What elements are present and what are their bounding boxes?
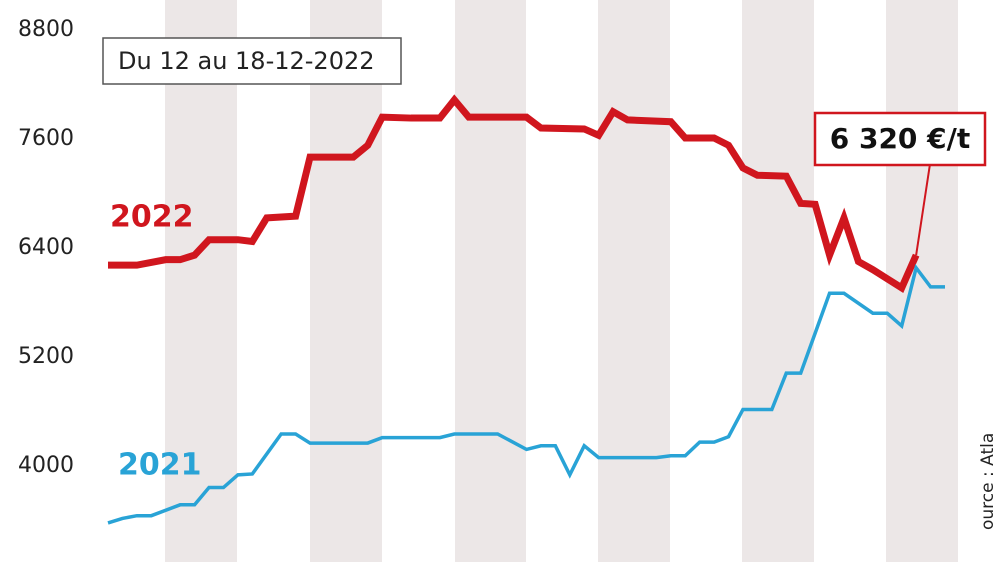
line-2022: [108, 94, 920, 293]
series-label: 2021: [118, 448, 202, 483]
stripe: [310, 0, 382, 562]
subtitle: Du 12 au 18-12-2022: [118, 47, 375, 75]
stripe: [886, 0, 958, 562]
series-label: 2022: [110, 200, 194, 235]
y-tick-label: 4000: [18, 453, 74, 478]
annotation-box: [813, 111, 987, 167]
subtitle-box: [102, 37, 402, 85]
annotation: 6 320 €/t: [830, 122, 971, 155]
stripe: [455, 0, 526, 562]
y-tick-label: 6400: [18, 235, 74, 260]
week-stripes: [165, 0, 958, 562]
y-tick-label: 7600: [18, 126, 74, 151]
line-2021: [107, 263, 945, 525]
stripe: [165, 0, 237, 562]
source: ource : Atla: [978, 433, 998, 530]
stripe: [598, 0, 670, 562]
y-tick-label: 8800: [18, 17, 74, 42]
y-tick-label: 5200: [18, 344, 74, 369]
stripe: [742, 0, 814, 562]
callout-line: [915, 163, 931, 256]
